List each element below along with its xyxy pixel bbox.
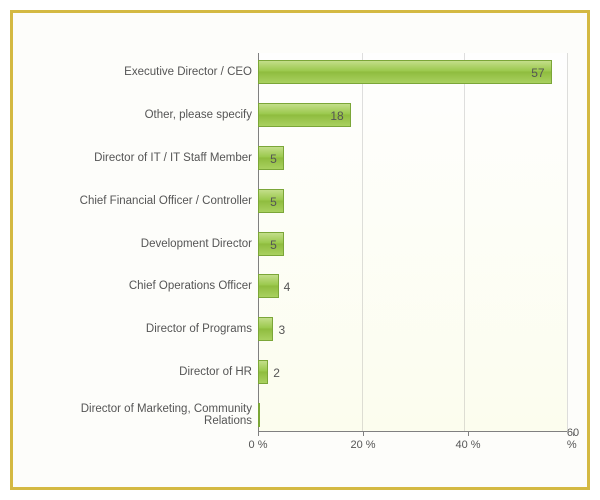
gridline — [567, 53, 568, 431]
x-axis-tick-mark — [258, 432, 259, 436]
bar-track: 5 — [258, 232, 567, 256]
x-axis-tick-mark — [573, 432, 574, 436]
bar-row: Director of HR2 — [33, 360, 567, 384]
x-axis-tick-label: 0 % — [249, 439, 268, 451]
category-label: Chief Financial Officer / Controller — [33, 195, 258, 207]
bar-value-label: 5 — [270, 147, 277, 171]
x-axis-tick-mark — [468, 432, 469, 436]
bar-row: Development Director 5 — [33, 232, 567, 256]
bar-track: 2 — [258, 360, 567, 384]
bar-value-label: 2 — [267, 361, 280, 385]
bar-track: 18 — [258, 103, 567, 127]
bar-row: Other, please specify 18 — [33, 103, 567, 127]
bar-value-label: 4 — [278, 275, 291, 299]
bar-track: 4 — [258, 274, 567, 298]
category-label: Director of Programs — [33, 323, 258, 335]
category-label: Executive Director / CEO — [33, 66, 258, 78]
bar-row: Chief Operations Officer4 — [33, 274, 567, 298]
bar-value-label: 3 — [272, 318, 285, 342]
category-label: Chief Operations Officer — [33, 280, 258, 292]
bar-track: 5 — [258, 189, 567, 213]
x-axis-tick-label: 20 % — [350, 439, 375, 451]
x-axis-tick-label: 60 % — [567, 427, 579, 451]
category-label: Director of Marketing, Community Relatio… — [33, 403, 258, 427]
bar-value-label: 5 — [270, 190, 277, 214]
x-axis-tick-mark — [363, 432, 364, 436]
bar-row: Executive Director / CEO 57 — [33, 60, 567, 84]
bar-value-label: 57 — [531, 61, 544, 85]
category-label: Director of HR — [33, 366, 258, 378]
bar-value-label: 18 — [330, 104, 343, 128]
bar: 18 — [258, 103, 351, 127]
bar-track: 57 — [258, 60, 567, 84]
bar: 2 — [258, 360, 268, 384]
chart-area: 0 %20 %40 %60 %Executive Director / CEO5… — [33, 53, 567, 457]
bar-track: 5 — [258, 146, 567, 170]
bar-value-label: 5 — [270, 233, 277, 257]
bar: 5 — [258, 146, 284, 170]
bar-track: 3 — [258, 317, 567, 341]
chart-frame: 0 % 20 % 40 % 60 % Executive Director / CEO 5… — [10, 10, 590, 490]
bar: 57 — [258, 60, 552, 84]
bar-row: Director of Marketing, Community Relatio… — [33, 403, 567, 427]
category-label: Development Director — [33, 238, 258, 250]
bar-track — [258, 403, 567, 427]
x-axis-tick-label: 40 % — [455, 439, 480, 451]
bar-row: Director of Programs3 — [33, 317, 567, 341]
bar: 5 — [258, 189, 284, 213]
bar: 3 — [258, 317, 273, 341]
bar: 5 — [258, 232, 284, 256]
bar-row: Director of IT / IT Staff Member 5 — [33, 146, 567, 170]
bar-row: Chief Financial Officer / Controller 5 — [33, 189, 567, 213]
category-label: Director of IT / IT Staff Member — [33, 152, 258, 164]
bar — [258, 403, 260, 427]
bar: 4 — [258, 274, 279, 298]
category-label: Other, please specify — [33, 109, 258, 121]
